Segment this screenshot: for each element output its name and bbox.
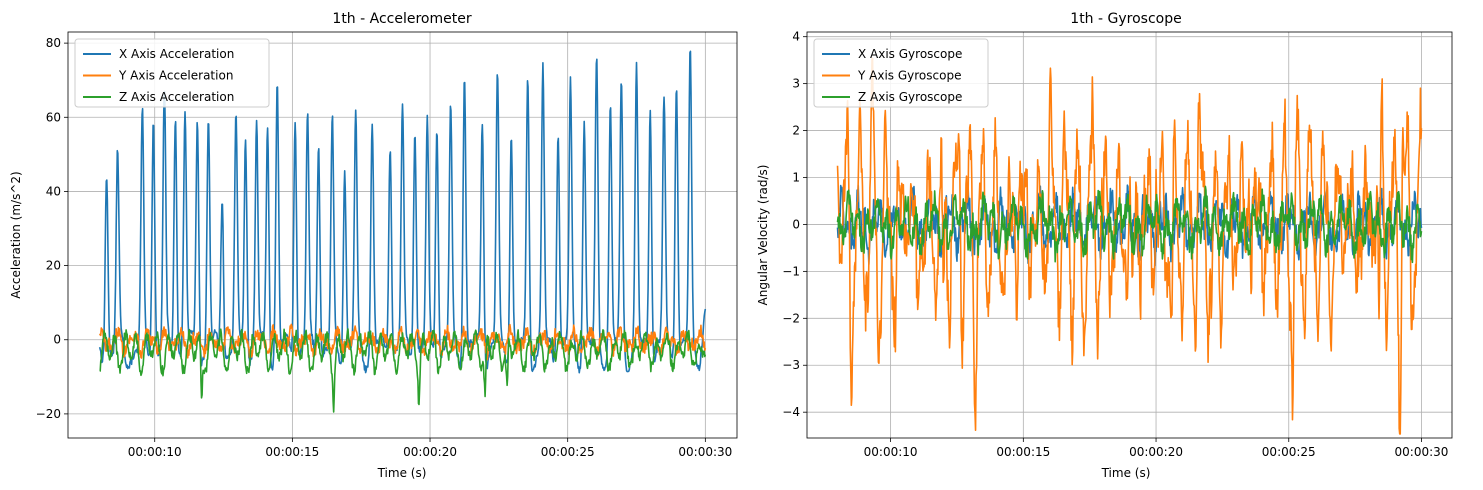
series-line	[836, 185, 1423, 264]
x-tick-label: 00:00:20	[1129, 445, 1183, 459]
legend-label: Y Axis Acceleration	[118, 69, 233, 83]
y-tick-label: −1	[782, 264, 800, 278]
y-tick-label: −3	[782, 358, 800, 372]
y-tick-label: 1	[792, 171, 800, 185]
plot-frame	[67, 31, 738, 439]
x-axis-label: Time (s)	[1101, 466, 1151, 480]
y-tick-label: 40	[46, 184, 61, 198]
legend-label: Z Axis Acceleration	[119, 90, 234, 104]
x-tick-label: 00:00:30	[1395, 445, 1449, 459]
y-tick-label: 0	[53, 333, 61, 347]
legend-label: X Axis Gyroscope	[858, 47, 962, 61]
y-tick-label: 80	[46, 36, 61, 50]
series-line	[836, 57, 1423, 435]
y-tick-label: 0	[792, 217, 800, 231]
y-tick-label: −2	[782, 311, 800, 325]
legend-label: Z Axis Gyroscope	[858, 90, 962, 104]
legend	[813, 38, 989, 108]
x-axis-label: Time (s)	[377, 466, 427, 480]
y-tick-label: 60	[46, 110, 61, 124]
y-axis-label: Acceleration (m/s^2)	[9, 171, 23, 298]
plot-frame	[806, 31, 1453, 439]
x-tick-label: 00:00:10	[864, 445, 918, 459]
x-tick-label: 00:00:20	[403, 445, 457, 459]
y-axis-label: Angular Velocity (rad/s)	[756, 165, 770, 306]
x-tick-label: 00:00:25	[1262, 445, 1316, 459]
y-tick-label: −4	[782, 405, 800, 419]
x-tick-label: 00:00:10	[128, 445, 182, 459]
x-tick-label: 00:00:25	[541, 445, 595, 459]
y-tick-label: 2	[792, 124, 800, 138]
legend-label: Y Axis Gyroscope	[857, 69, 961, 83]
x-tick-label: 00:00:15	[265, 445, 319, 459]
y-tick-label: 4	[792, 30, 800, 44]
chart-title: 1th - Gyroscope	[1070, 11, 1181, 27]
y-tick-label: −20	[36, 407, 61, 421]
legend	[74, 38, 270, 108]
y-tick-label: 20	[46, 259, 61, 273]
chart-title: 1th - Accelerometer	[332, 11, 471, 27]
x-tick-label: 00:00:30	[678, 445, 732, 459]
series-line	[99, 328, 707, 413]
accelerometer-chart: 1th - Accelerometer Time (s) Acceleratio…	[9, 11, 738, 480]
legend-label: X Axis Acceleration	[119, 47, 234, 61]
x-tick-label: 00:00:15	[996, 445, 1050, 459]
gyroscope-chart: 1th - Gyroscope Time (s) Angular Velocit…	[756, 11, 1453, 480]
y-tick-label: 3	[792, 77, 800, 91]
